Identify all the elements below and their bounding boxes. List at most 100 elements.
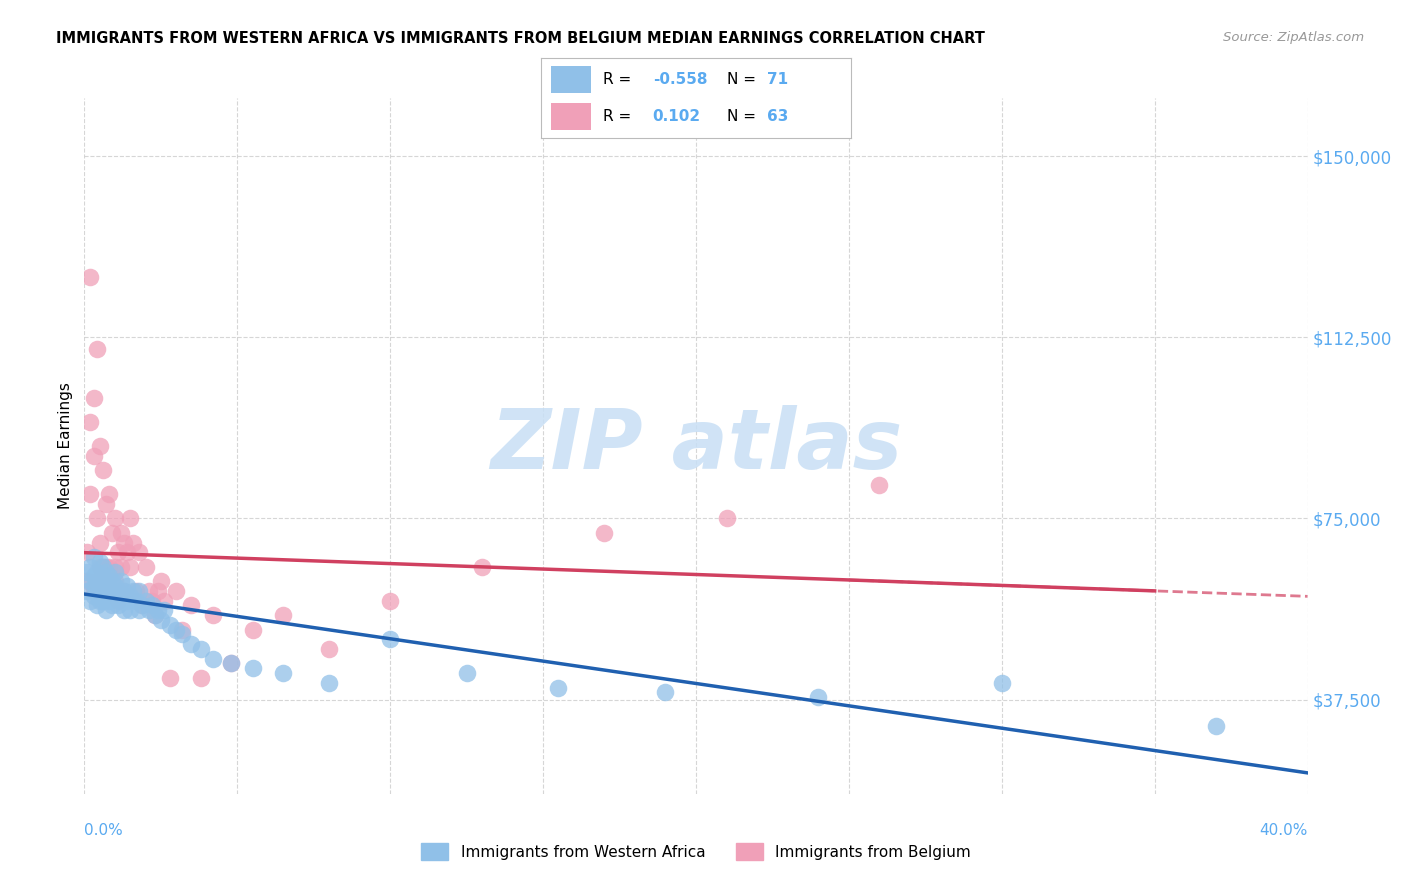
Point (112, 535, 135, 549)
Point (135, 593, 157, 607)
Point (76, 574, 98, 589)
Point (172, 627, 194, 641)
FancyBboxPatch shape (551, 66, 591, 94)
Point (79, 269, 101, 284)
Point (271, 608, 294, 623)
Point (107, 584, 129, 599)
Point (180, 599, 202, 613)
Point (94, 574, 117, 589)
Point (456, 666, 478, 681)
Text: 63: 63 (768, 109, 789, 124)
Point (138, 584, 160, 599)
Text: N =: N = (727, 72, 761, 87)
Point (869, 477, 891, 491)
Point (104, 574, 127, 589)
Point (89, 593, 111, 607)
Point (83, 569, 105, 583)
Point (86, 599, 108, 613)
Point (101, 584, 124, 599)
Point (97, 579, 120, 593)
Point (115, 545, 138, 559)
Point (112, 584, 135, 599)
Point (89, 569, 111, 583)
Point (89, 559, 111, 574)
Point (242, 623, 264, 637)
Point (547, 681, 569, 695)
Point (190, 642, 212, 657)
FancyBboxPatch shape (551, 103, 591, 130)
Point (86, 574, 108, 589)
Point (94, 603, 117, 617)
Text: ZIP atlas: ZIP atlas (489, 406, 903, 486)
Point (380, 632, 402, 647)
Point (149, 574, 172, 589)
Point (110, 559, 132, 574)
Point (101, 584, 124, 599)
Point (143, 608, 166, 623)
Point (380, 593, 402, 607)
Point (716, 511, 738, 525)
Point (138, 603, 160, 617)
Point (86, 565, 108, 579)
Point (180, 637, 202, 651)
Point (153, 603, 176, 617)
Point (172, 623, 194, 637)
Point (94, 497, 117, 511)
Point (141, 599, 163, 613)
Point (101, 574, 124, 589)
Point (104, 589, 127, 603)
Point (83, 579, 105, 593)
Point (91, 584, 114, 599)
Point (86, 574, 108, 589)
Point (76, 584, 98, 599)
Point (120, 589, 142, 603)
Point (131, 599, 153, 613)
Point (165, 623, 187, 637)
Point (91, 559, 114, 574)
Point (79, 559, 101, 574)
Point (79, 593, 101, 607)
Point (104, 559, 127, 574)
Point (318, 675, 340, 690)
Point (83, 584, 105, 599)
Point (122, 584, 145, 599)
Point (83, 391, 105, 405)
Text: N =: N = (727, 109, 761, 124)
Point (141, 593, 163, 607)
Point (91, 593, 114, 607)
Point (110, 593, 132, 607)
Point (153, 593, 176, 607)
Point (159, 617, 181, 632)
Point (94, 565, 117, 579)
Text: 40.0%: 40.0% (1260, 822, 1308, 838)
Point (120, 559, 142, 574)
Point (79, 574, 101, 589)
Point (128, 603, 150, 617)
Point (190, 671, 212, 685)
Point (91, 584, 114, 599)
Point (97, 569, 120, 583)
Text: 71: 71 (768, 72, 789, 87)
Point (471, 559, 494, 574)
Point (97, 559, 120, 574)
Point (991, 675, 1014, 690)
Point (120, 603, 142, 617)
Point (89, 535, 111, 549)
Legend: Immigrants from Western Africa, Immigrants from Belgium: Immigrants from Western Africa, Immigran… (415, 838, 977, 866)
Point (125, 584, 148, 599)
Point (120, 511, 142, 525)
Point (128, 545, 150, 559)
Point (219, 657, 242, 671)
Point (112, 584, 135, 599)
Point (91, 463, 114, 477)
Text: R =: R = (603, 72, 637, 87)
Point (76, 565, 98, 579)
Point (122, 535, 145, 549)
Point (76, 545, 98, 559)
Point (91, 559, 114, 574)
Text: Source: ZipAtlas.com: Source: ZipAtlas.com (1223, 31, 1364, 45)
Point (219, 657, 242, 671)
Point (83, 589, 105, 603)
Point (79, 415, 101, 429)
Point (201, 608, 224, 623)
